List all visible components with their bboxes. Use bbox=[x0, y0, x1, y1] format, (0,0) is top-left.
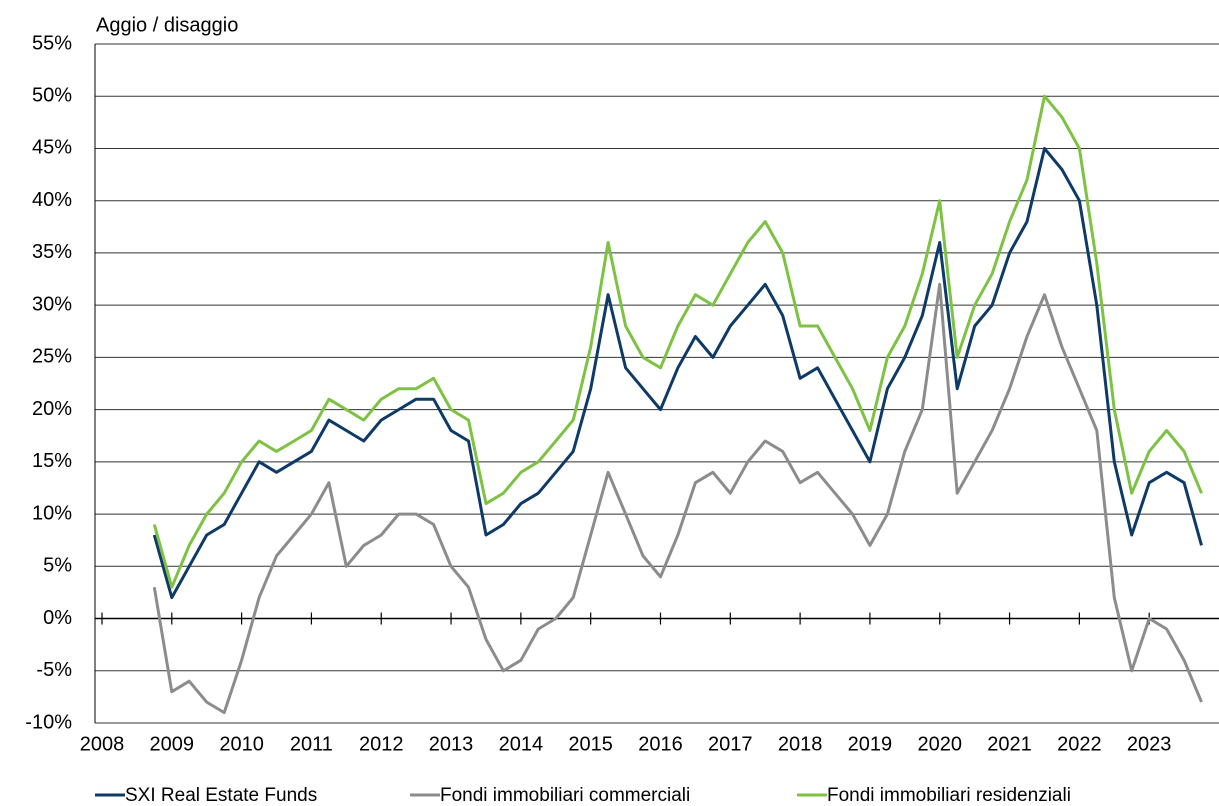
x-tick-label: 2010 bbox=[219, 733, 264, 755]
x-tick-label: 2017 bbox=[708, 733, 753, 755]
series-line bbox=[152, 282, 1203, 715]
y-tick-label: 5% bbox=[43, 555, 72, 577]
y-tick-label: 10% bbox=[32, 502, 72, 524]
y-tick-label: 0% bbox=[43, 607, 72, 629]
legend-label: Fondi immobiliari residenziali bbox=[827, 785, 1071, 806]
x-tick-label: 2016 bbox=[638, 733, 683, 755]
x-tick-label: 2008 bbox=[80, 733, 125, 755]
x-tick-label: 2022 bbox=[1057, 733, 1102, 755]
y-tick-label: 40% bbox=[32, 189, 72, 211]
x-tick-label: 2023 bbox=[1127, 733, 1172, 755]
legend-label: Fondi immobiliari commerciali bbox=[440, 785, 690, 806]
y-tick-label: 55% bbox=[32, 32, 72, 54]
x-tick-label: 2009 bbox=[150, 733, 195, 755]
x-tick-label: 2014 bbox=[499, 733, 544, 755]
y-tick-label: 30% bbox=[32, 293, 72, 315]
series-line bbox=[152, 147, 1203, 600]
y-tick-label: 50% bbox=[32, 85, 72, 107]
y-tick-label: 25% bbox=[32, 346, 72, 368]
y-tick-label: 20% bbox=[32, 398, 72, 420]
y-tick-label: -5% bbox=[36, 659, 72, 681]
legend-label: SXI Real Estate Funds bbox=[125, 785, 317, 806]
x-tick-label: 2019 bbox=[848, 733, 893, 755]
y-tick-label: 15% bbox=[32, 450, 72, 472]
x-tick-label: 2018 bbox=[778, 733, 823, 755]
x-tick-label: 2011 bbox=[290, 733, 333, 755]
x-tick-label: 2021 bbox=[987, 733, 1032, 755]
series-line bbox=[152, 94, 1203, 589]
x-tick-label: 2013 bbox=[429, 733, 474, 755]
x-tick-label: 2020 bbox=[917, 733, 962, 755]
y-tick-label: 35% bbox=[32, 241, 72, 263]
y-tick-label: 45% bbox=[32, 137, 72, 159]
y-tick-label: -10% bbox=[25, 711, 72, 733]
x-tick-label: 2012 bbox=[359, 733, 404, 755]
chart-title: Aggio / disaggio bbox=[96, 14, 238, 36]
x-tick-label: 2015 bbox=[568, 733, 613, 755]
